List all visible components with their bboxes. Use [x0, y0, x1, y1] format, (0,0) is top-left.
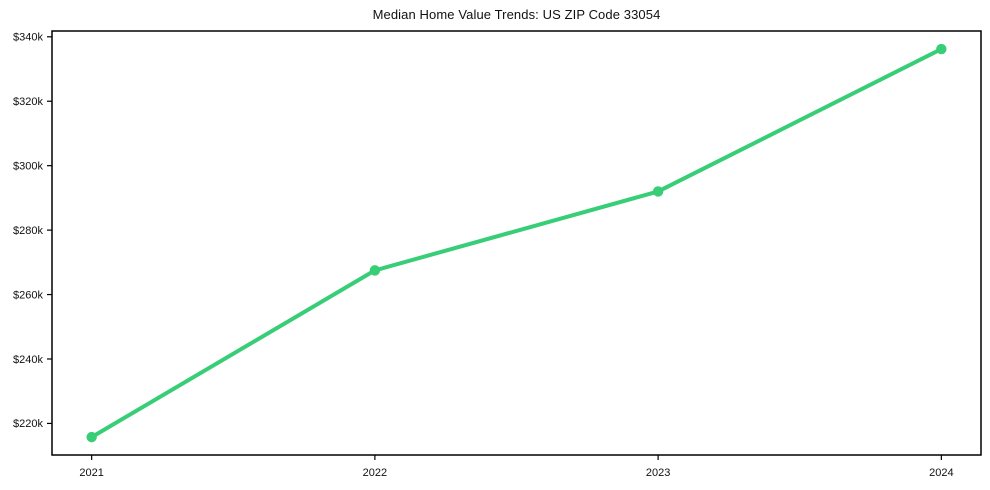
x-tick-label: 2024 — [929, 467, 953, 479]
data-point-marker — [652, 186, 664, 197]
y-tick-label: $280k — [13, 225, 43, 237]
y-tick-label: $240k — [13, 354, 43, 366]
data-point-marker — [86, 431, 97, 443]
x-tick-label: 2022 — [363, 467, 387, 479]
chart-title: Median Home Value Trends: US ZIP Code 33… — [372, 7, 661, 22]
data-point-marker — [369, 265, 381, 276]
x-tick-label: 2021 — [79, 467, 103, 479]
y-tick-label: $320k — [13, 96, 43, 108]
y-tick-label: $300k — [13, 160, 43, 172]
trend-line — [89, 47, 944, 440]
y-tick-label: $340k — [13, 32, 43, 44]
x-tick-label: 2023 — [646, 467, 670, 479]
plot-border — [51, 30, 982, 456]
y-tick-label: $220k — [13, 418, 43, 430]
y-tick-label: $260k — [13, 289, 43, 301]
data-point-marker — [936, 43, 947, 55]
